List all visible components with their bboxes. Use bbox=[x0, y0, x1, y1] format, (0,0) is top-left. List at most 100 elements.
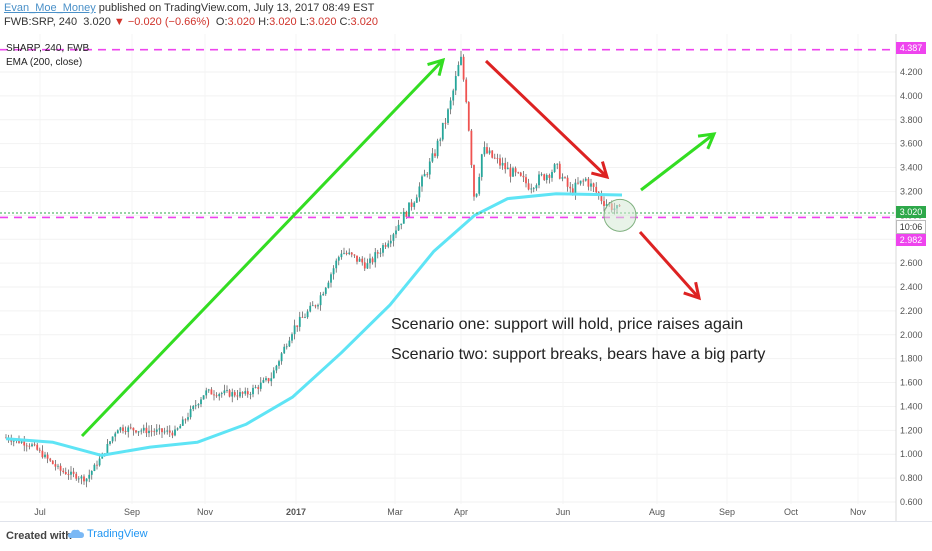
candle-up bbox=[545, 175, 548, 180]
candle-down bbox=[267, 378, 270, 382]
open-value: 3.020 bbox=[227, 16, 256, 28]
candle-up bbox=[239, 392, 241, 397]
candle-down bbox=[46, 454, 49, 459]
candle-up bbox=[137, 431, 140, 433]
candle-up bbox=[415, 197, 418, 203]
candle-down bbox=[64, 472, 67, 475]
x-tick-label: Jun bbox=[556, 507, 571, 517]
candle-up bbox=[374, 252, 377, 263]
candle-up bbox=[291, 334, 293, 341]
candle-up bbox=[431, 153, 434, 162]
candle-up bbox=[475, 193, 478, 197]
candle-down bbox=[135, 430, 137, 433]
y-tick-label: 4.000 bbox=[900, 91, 923, 101]
candle-up bbox=[483, 147, 486, 155]
published-text: published on TradingView.com, July 13, 2… bbox=[98, 2, 375, 14]
candle-down bbox=[75, 473, 78, 479]
candle-down bbox=[153, 431, 156, 433]
candle-down bbox=[376, 252, 379, 254]
candle-up bbox=[428, 161, 431, 175]
candle-up bbox=[348, 252, 351, 254]
candle-up bbox=[337, 257, 340, 261]
candle-up bbox=[189, 409, 192, 418]
candle-up bbox=[179, 425, 182, 429]
y-tick-label: 1.400 bbox=[900, 401, 923, 411]
x-tick-label: Sep bbox=[719, 507, 735, 517]
bottom-level-tag: 2.982 bbox=[896, 234, 926, 246]
candle-down bbox=[465, 79, 468, 103]
candle-up bbox=[387, 243, 390, 247]
candle-down bbox=[49, 458, 52, 461]
candle-up bbox=[478, 176, 481, 194]
candle-up bbox=[452, 90, 455, 101]
x-tick-label: Oct bbox=[784, 507, 799, 517]
y-tick-label: 2.200 bbox=[900, 306, 923, 316]
change-value: −0.020 (−0.66%) bbox=[127, 16, 210, 28]
candle-up bbox=[148, 430, 150, 434]
candle-up bbox=[223, 390, 226, 394]
candle-down bbox=[371, 258, 374, 263]
candle-up bbox=[460, 56, 462, 65]
candle-up bbox=[197, 404, 200, 406]
price-chart[interactable]: 4.2004.0003.8003.6003.4003.2003.0002.800… bbox=[0, 34, 932, 521]
candle-down bbox=[36, 444, 39, 450]
candle-up bbox=[400, 223, 403, 225]
candle-up bbox=[155, 429, 158, 432]
candle-down bbox=[150, 430, 153, 432]
arrow-up-main-head bbox=[427, 57, 446, 77]
candle-up bbox=[114, 433, 117, 437]
candle-up bbox=[454, 76, 457, 91]
candle-up bbox=[202, 395, 205, 400]
candle-up bbox=[70, 471, 72, 475]
candle-down bbox=[122, 427, 124, 432]
price-axis: 4.2004.0003.8003.6003.4003.2003.0002.800… bbox=[895, 34, 923, 521]
candle-down bbox=[215, 395, 218, 397]
publish-line: Evan_Moe_Money published on TradingView.… bbox=[4, 1, 374, 15]
candle-down bbox=[233, 392, 236, 396]
candle-up bbox=[20, 441, 23, 443]
tradingview-brand[interactable]: TradingView bbox=[68, 528, 148, 540]
candle-up bbox=[270, 378, 273, 382]
candle-up bbox=[535, 185, 538, 189]
candle-up bbox=[553, 164, 556, 173]
x-tick-label: Mar bbox=[387, 507, 403, 517]
candle-up bbox=[231, 392, 234, 397]
candle-down bbox=[522, 175, 525, 178]
candle-up bbox=[220, 393, 223, 395]
candle-down bbox=[161, 428, 163, 433]
candle-up bbox=[488, 150, 491, 154]
footer: Created with TradingView bbox=[0, 521, 932, 551]
candle-up bbox=[194, 405, 197, 407]
down-triangle-icon: ▼ bbox=[113, 16, 125, 28]
candle-down bbox=[363, 262, 366, 269]
author-link[interactable]: Evan_Moe_Money bbox=[4, 2, 96, 14]
candle-down bbox=[491, 150, 494, 158]
candle-down bbox=[314, 305, 317, 307]
y-tick-label: 1.800 bbox=[900, 354, 923, 364]
candle-down bbox=[213, 394, 215, 396]
candle-up bbox=[421, 176, 423, 187]
candle-up bbox=[116, 430, 119, 434]
candle-up bbox=[163, 431, 166, 433]
candle-up bbox=[327, 282, 330, 288]
candle-up bbox=[254, 387, 257, 388]
series-legend: SHARP, 240, FWB bbox=[6, 43, 90, 54]
candle-up bbox=[366, 263, 369, 269]
arrow-down-scenario-head bbox=[683, 281, 702, 301]
chart-grid bbox=[0, 34, 896, 504]
candle-up bbox=[226, 390, 228, 391]
candle-up bbox=[457, 64, 460, 77]
time-axis: Jul Sep Nov 2017 Mar Apr Jun Aug Sep Oct Nov bbox=[34, 507, 866, 517]
y-tick-label: 2.400 bbox=[900, 282, 923, 292]
candle-up bbox=[109, 441, 111, 444]
candle-up bbox=[278, 361, 280, 366]
candle-down bbox=[444, 122, 447, 124]
close-value: 3.020 bbox=[350, 16, 379, 28]
candle-down bbox=[577, 182, 579, 184]
y-tick-label: 4.200 bbox=[900, 67, 923, 77]
candle-up bbox=[358, 258, 361, 262]
countdown-tag: 10:06 bbox=[896, 220, 926, 234]
x-tick-label: Sep bbox=[124, 507, 140, 517]
candle-down bbox=[10, 439, 13, 442]
x-tick-label: Jul bbox=[34, 507, 46, 517]
